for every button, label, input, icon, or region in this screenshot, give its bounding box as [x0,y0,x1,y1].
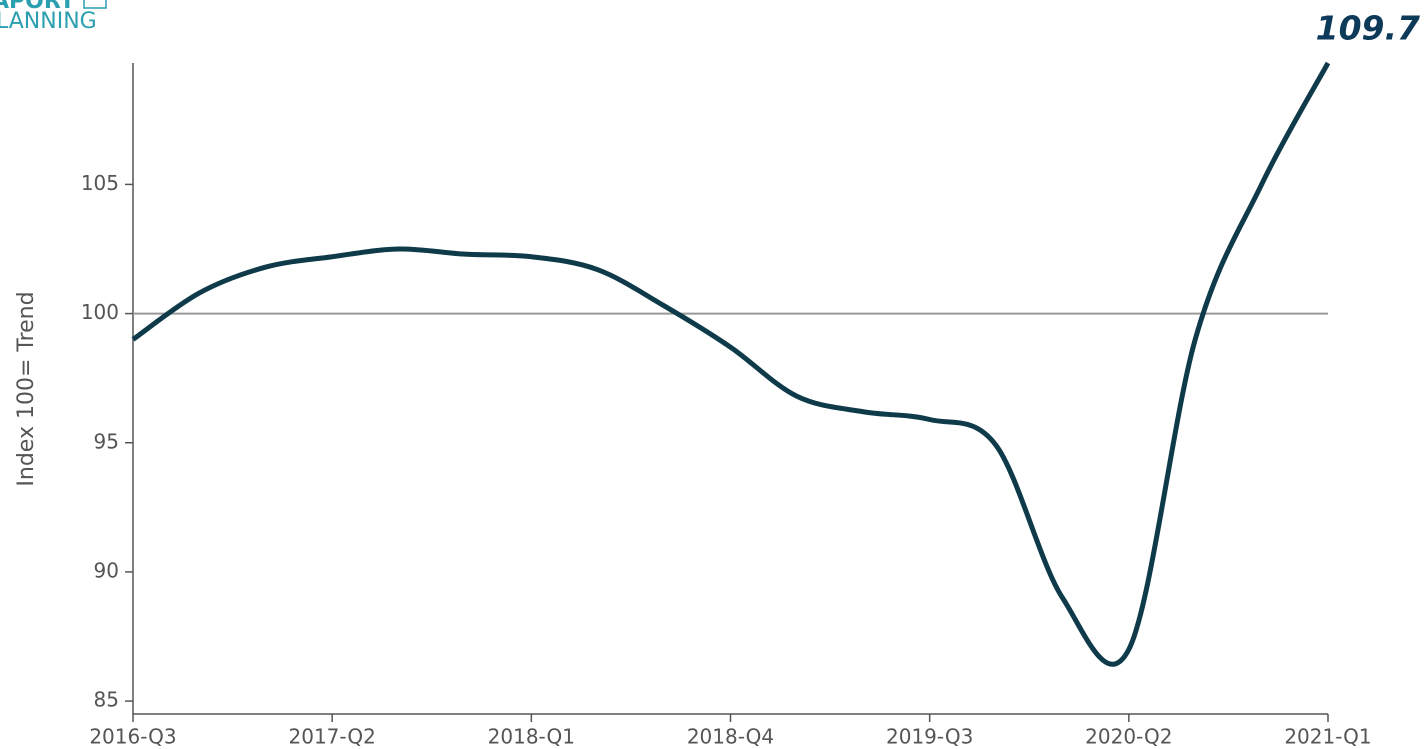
x-tick-label: 2018-Q4 [687,725,774,749]
x-tick-label: 2016-Q3 [89,725,176,749]
x-tick-label: 2020-Q2 [1085,725,1172,749]
x-tick-label: 2017-Q2 [289,725,376,749]
logo-text: APORT [0,0,75,14]
y-tick-label: 85 [94,688,119,712]
y-tick-label: 100 [81,300,119,324]
x-tick-label: 2021-Q1 [1284,725,1371,749]
line [131,61,1331,667]
x-tick-label: 2019-Q3 [886,725,973,749]
logo-box [83,0,107,9]
logo-text: LANNING [0,9,97,34]
y-axis-label: Index 100= Trend [14,291,39,486]
y-tick-label: 105 [81,171,119,195]
y-tick-label: 90 [94,558,119,582]
y-tick-label: 95 [94,429,119,453]
annotation: 109.7 [1316,9,1420,48]
x-tick-label: 2018-Q1 [488,725,575,749]
